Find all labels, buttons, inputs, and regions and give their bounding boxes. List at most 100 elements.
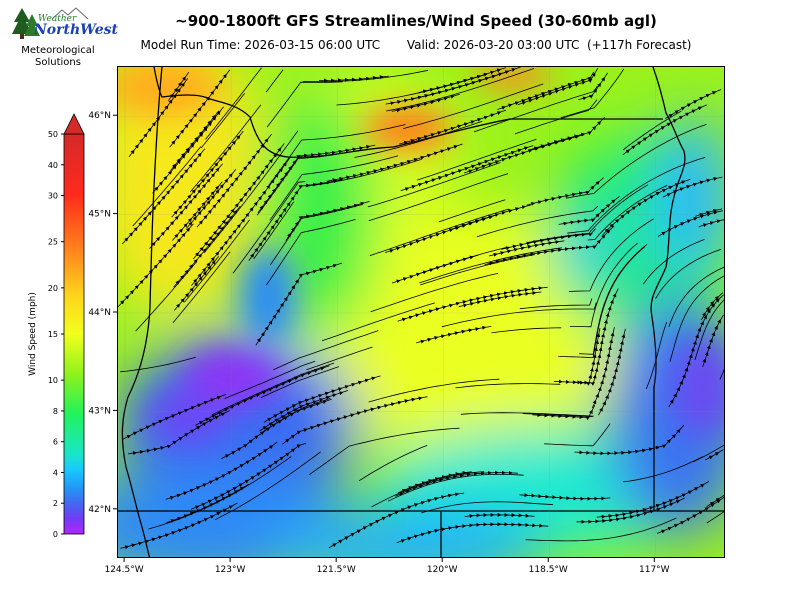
streamline bbox=[358, 445, 428, 482]
streamline bbox=[399, 109, 507, 145]
colorbar-label: Wind Speed (mph) bbox=[28, 292, 38, 376]
colorbar-tick-label: 40 bbox=[48, 161, 58, 170]
streamline bbox=[319, 75, 389, 83]
streamline bbox=[128, 410, 230, 456]
mountain-icon bbox=[52, 7, 89, 20]
colorbar-tick-label: 20 bbox=[48, 284, 58, 293]
streamline bbox=[416, 325, 492, 344]
streamline bbox=[645, 321, 668, 390]
streamline bbox=[655, 248, 722, 299]
streamline bbox=[501, 228, 596, 251]
streamline bbox=[706, 494, 724, 507]
colorbar-body bbox=[63, 133, 85, 535]
streamline bbox=[558, 246, 646, 359]
colorbar-tick-label: 4 bbox=[53, 468, 58, 477]
streamline bbox=[560, 68, 625, 119]
streamline bbox=[273, 330, 379, 371]
streamline bbox=[265, 69, 284, 93]
map-panel bbox=[117, 66, 725, 558]
state-boundaries bbox=[118, 67, 724, 557]
streamline bbox=[576, 497, 685, 524]
chart-subtitle: Model Run Time: 2026-03-15 06:00 UTC Val… bbox=[140, 38, 692, 52]
streamline bbox=[397, 471, 472, 494]
colorbar-tick-label: 6 bbox=[53, 438, 58, 447]
streamline bbox=[719, 368, 724, 380]
streamline bbox=[526, 177, 604, 206]
streamline bbox=[569, 242, 638, 328]
streamline bbox=[438, 199, 506, 223]
streamline bbox=[455, 383, 561, 389]
streamline bbox=[705, 449, 724, 461]
streamline bbox=[385, 214, 499, 253]
streamline bbox=[120, 356, 196, 373]
colorbar-tick-label: 50 bbox=[48, 130, 58, 139]
streamline bbox=[695, 208, 723, 217]
streamline bbox=[665, 89, 722, 119]
colorbar: 0 2 4 6 8 10 15 20 25 30 40 50 bbox=[48, 113, 85, 539]
streamline bbox=[269, 155, 399, 221]
x-tick-label: 121.5°W bbox=[317, 565, 356, 575]
streamline bbox=[400, 145, 534, 192]
x-tick-label: 124.5°W bbox=[104, 565, 143, 575]
logo-subtitle-2: Solutions bbox=[35, 57, 81, 68]
streamline bbox=[578, 72, 609, 101]
streamline bbox=[668, 294, 724, 408]
streamline bbox=[328, 492, 465, 549]
streamline bbox=[285, 201, 370, 241]
streamline bbox=[519, 493, 611, 501]
streamline bbox=[368, 378, 500, 403]
streamline bbox=[369, 208, 510, 257]
streamline bbox=[152, 106, 224, 194]
streamline bbox=[420, 254, 536, 286]
streamline bbox=[224, 360, 316, 399]
colorbar-extend-arrow bbox=[63, 113, 85, 135]
streamline bbox=[522, 413, 593, 418]
streamline bbox=[173, 256, 220, 311]
x-tick-label: 120°W bbox=[427, 565, 458, 575]
streamline bbox=[602, 178, 691, 236]
wind-map bbox=[118, 67, 724, 557]
colorbar-tick-label: 2 bbox=[53, 499, 58, 508]
streamline bbox=[255, 262, 343, 346]
tree-icon bbox=[12, 8, 40, 39]
streamline bbox=[128, 78, 189, 158]
streamline bbox=[309, 427, 460, 476]
streamline bbox=[579, 244, 648, 355]
streamline bbox=[623, 456, 703, 483]
streamline bbox=[525, 517, 677, 542]
colorbar-tick-label: 0 bbox=[53, 530, 58, 539]
streamline bbox=[268, 124, 406, 186]
colorbar-tick-label: 15 bbox=[48, 330, 58, 339]
streamline bbox=[419, 246, 508, 274]
x-tick-label: 118.5°W bbox=[529, 565, 568, 575]
streamlines bbox=[118, 67, 724, 550]
gridlines bbox=[118, 67, 724, 557]
streamline bbox=[205, 67, 262, 140]
logo-brand-top: Weather bbox=[38, 14, 77, 24]
streamline bbox=[306, 346, 373, 371]
logo-brand-main: NorthWest bbox=[34, 22, 118, 38]
colorbar-tick-label: 25 bbox=[48, 238, 58, 247]
streamline bbox=[642, 239, 705, 285]
chart-title: ~900-1800ft GFS Streamlines/Wind Speed (… bbox=[175, 12, 657, 30]
streamline bbox=[574, 424, 685, 456]
streamline bbox=[263, 375, 381, 423]
streamline bbox=[464, 512, 535, 518]
colorbar-tick-label: 10 bbox=[48, 376, 58, 385]
x-tick-label: 117°W bbox=[639, 565, 670, 575]
streamline bbox=[120, 502, 238, 550]
streamline bbox=[544, 423, 611, 447]
streamline bbox=[591, 327, 615, 409]
streamline bbox=[491, 327, 562, 334]
logo-subtitle-1: Meteorological bbox=[21, 45, 95, 56]
logo: Weather NorthWest bbox=[8, 4, 118, 70]
streamline bbox=[476, 205, 599, 238]
streamline bbox=[196, 133, 272, 228]
streamline bbox=[266, 81, 343, 128]
streamline bbox=[385, 67, 521, 106]
streamline bbox=[305, 159, 422, 187]
colorbar-tick-label: 30 bbox=[48, 192, 58, 201]
colorbar-tick-label: 8 bbox=[53, 407, 58, 416]
streamline bbox=[532, 404, 596, 421]
streamline bbox=[214, 451, 321, 521]
